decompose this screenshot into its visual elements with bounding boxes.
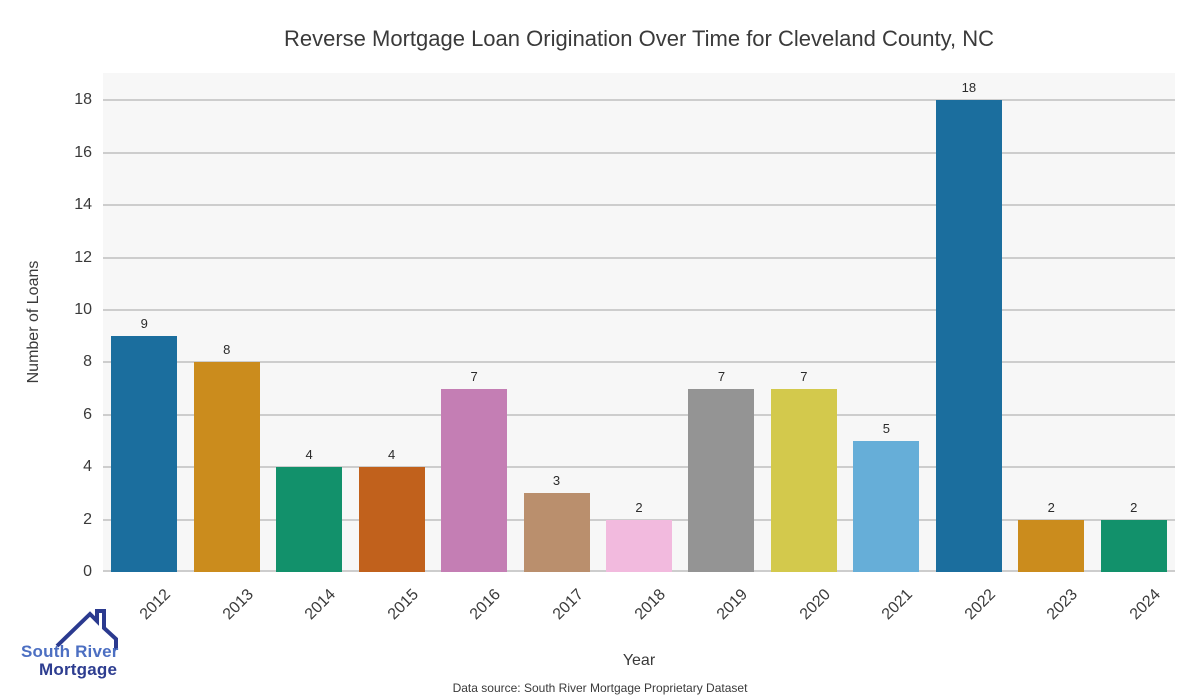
y-tick-label-18: 18 [74,91,92,109]
bar-value-label-2022: 18 [961,80,977,96]
bar-value-label-2016: 7 [470,368,478,384]
y-tick-label-6: 6 [83,405,92,423]
bar-value-label-2015: 4 [387,447,396,463]
y-tick-label-2: 2 [83,510,92,528]
house-roof-icon [55,609,118,650]
bar-value-label-2020: 7 [800,368,808,384]
gridline-y-6 [103,413,1175,416]
bar-2024 [1100,519,1167,572]
south-river-mortgage-logo: South River Mortgage [18,602,158,686]
bar-value-label-2019: 7 [717,368,726,384]
x-axis-label: Year [622,652,656,669]
y-tick-label-8: 8 [83,353,92,371]
bar-value-label-2023: 2 [1047,499,1055,515]
y-tick-label-4: 4 [83,458,92,476]
bar-value-label-2018: 2 [635,499,643,515]
bar-value-label-2012: 9 [140,316,148,332]
bar-2020 [770,388,837,572]
bar-value-label-2013: 8 [223,342,231,358]
bar-value-label-2017: 3 [552,473,561,489]
bar-2019 [688,388,755,572]
bar-2015 [358,467,425,572]
logo-text-south-river: South River [21,642,119,661]
gridline-y-8 [103,361,1175,364]
bar-2014 [276,467,343,572]
gridline-y-14 [103,204,1175,207]
bar-2021 [853,441,920,572]
bar-2023 [1018,519,1085,572]
y-tick-label-12: 12 [74,248,92,266]
gridline-y-4 [103,466,1175,469]
bar-value-label-2014: 4 [305,447,313,463]
bar-2012 [111,336,178,572]
bar-value-label-2021: 5 [882,421,890,436]
y-tick-label-0: 0 [83,563,92,580]
data-source-note: Data source: South River Mortgage Propri… [452,681,748,695]
bar-2017 [523,493,590,572]
logo-text-mortgage: Mortgage [39,660,118,679]
y-tick-label-10: 10 [74,301,92,318]
bar-2016 [441,388,508,572]
gridline-y-16 [103,151,1175,154]
bar-2018 [606,519,672,572]
y-tick-label-14: 14 [74,196,92,214]
bar-2013 [193,362,260,572]
bar-2022 [935,100,1002,572]
gridline-y-18 [103,99,1175,102]
y-tick-label-16: 16 [74,143,92,161]
bar-value-label-2024: 2 [1130,499,1138,515]
gridline-y-10 [103,309,1175,311]
plot-area: 9 8 4 4 7 3 2 7 7 5 18 2 2 [103,73,1175,572]
chart-title: Reverse Mortgage Loan Origination Over T… [283,26,995,51]
gridline-y-12 [103,256,1175,259]
